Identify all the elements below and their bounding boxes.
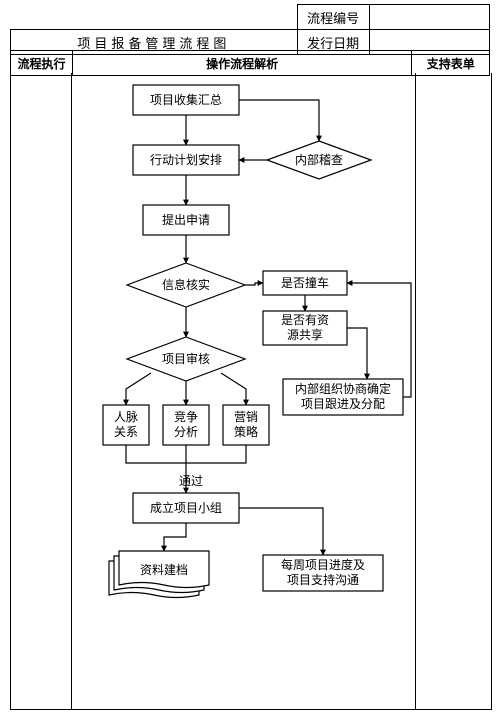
flow-node-label: 提出申请 — [143, 205, 229, 235]
flow-no-label: 流程编号 — [297, 5, 369, 30]
flowchart-area: 项目收集汇总行动计划安排内部稽查提出申请信息核实项目审核 是否撞车是否有资 源共享… — [71, 73, 415, 709]
flow-node-label: 每周项目进度及 项目支持沟通 — [263, 555, 383, 591]
flow-no-value — [369, 5, 489, 30]
flow-node-label: 信息核实 — [127, 263, 245, 307]
flow-node-label: 通过 — [171, 473, 211, 489]
flow-node-label: 项目审核 — [127, 337, 245, 381]
flow-node-label: 内部稽查 — [267, 141, 371, 179]
col-exec: 流程执行 — [11, 51, 73, 76]
flow-node-label: 是否有资 源共享 — [263, 311, 347, 345]
col-forms: 支持表单 — [412, 51, 490, 76]
header-table: 流程编号 项目报备管理流程图 发行日期 — [10, 4, 490, 55]
page-root: 流程编号 项目报备管理流程图 发行日期 流程执行 操作流程解析 支持表单 项目收… — [0, 0, 500, 715]
flow-node-label: 营销 策略 — [223, 405, 269, 445]
flow-node-label: 成立项目小组 — [133, 493, 239, 523]
col-flow: 操作流程解析 — [72, 51, 412, 76]
flow-node-label: 资料建档 — [119, 555, 209, 585]
flow-node-label: 行动计划安排 — [133, 145, 239, 175]
flow-node-label: 竞争 分析 — [163, 405, 209, 445]
flow-node-label: 项目收集汇总 — [133, 85, 239, 115]
body-divider-2 — [415, 73, 416, 709]
flow-node-label: 是否撞车 — [263, 271, 347, 295]
flow-node-label: 人脉 关系 — [103, 405, 149, 445]
flow-node-label: 内部组织协商确定 项目跟进及分配 — [283, 379, 403, 415]
